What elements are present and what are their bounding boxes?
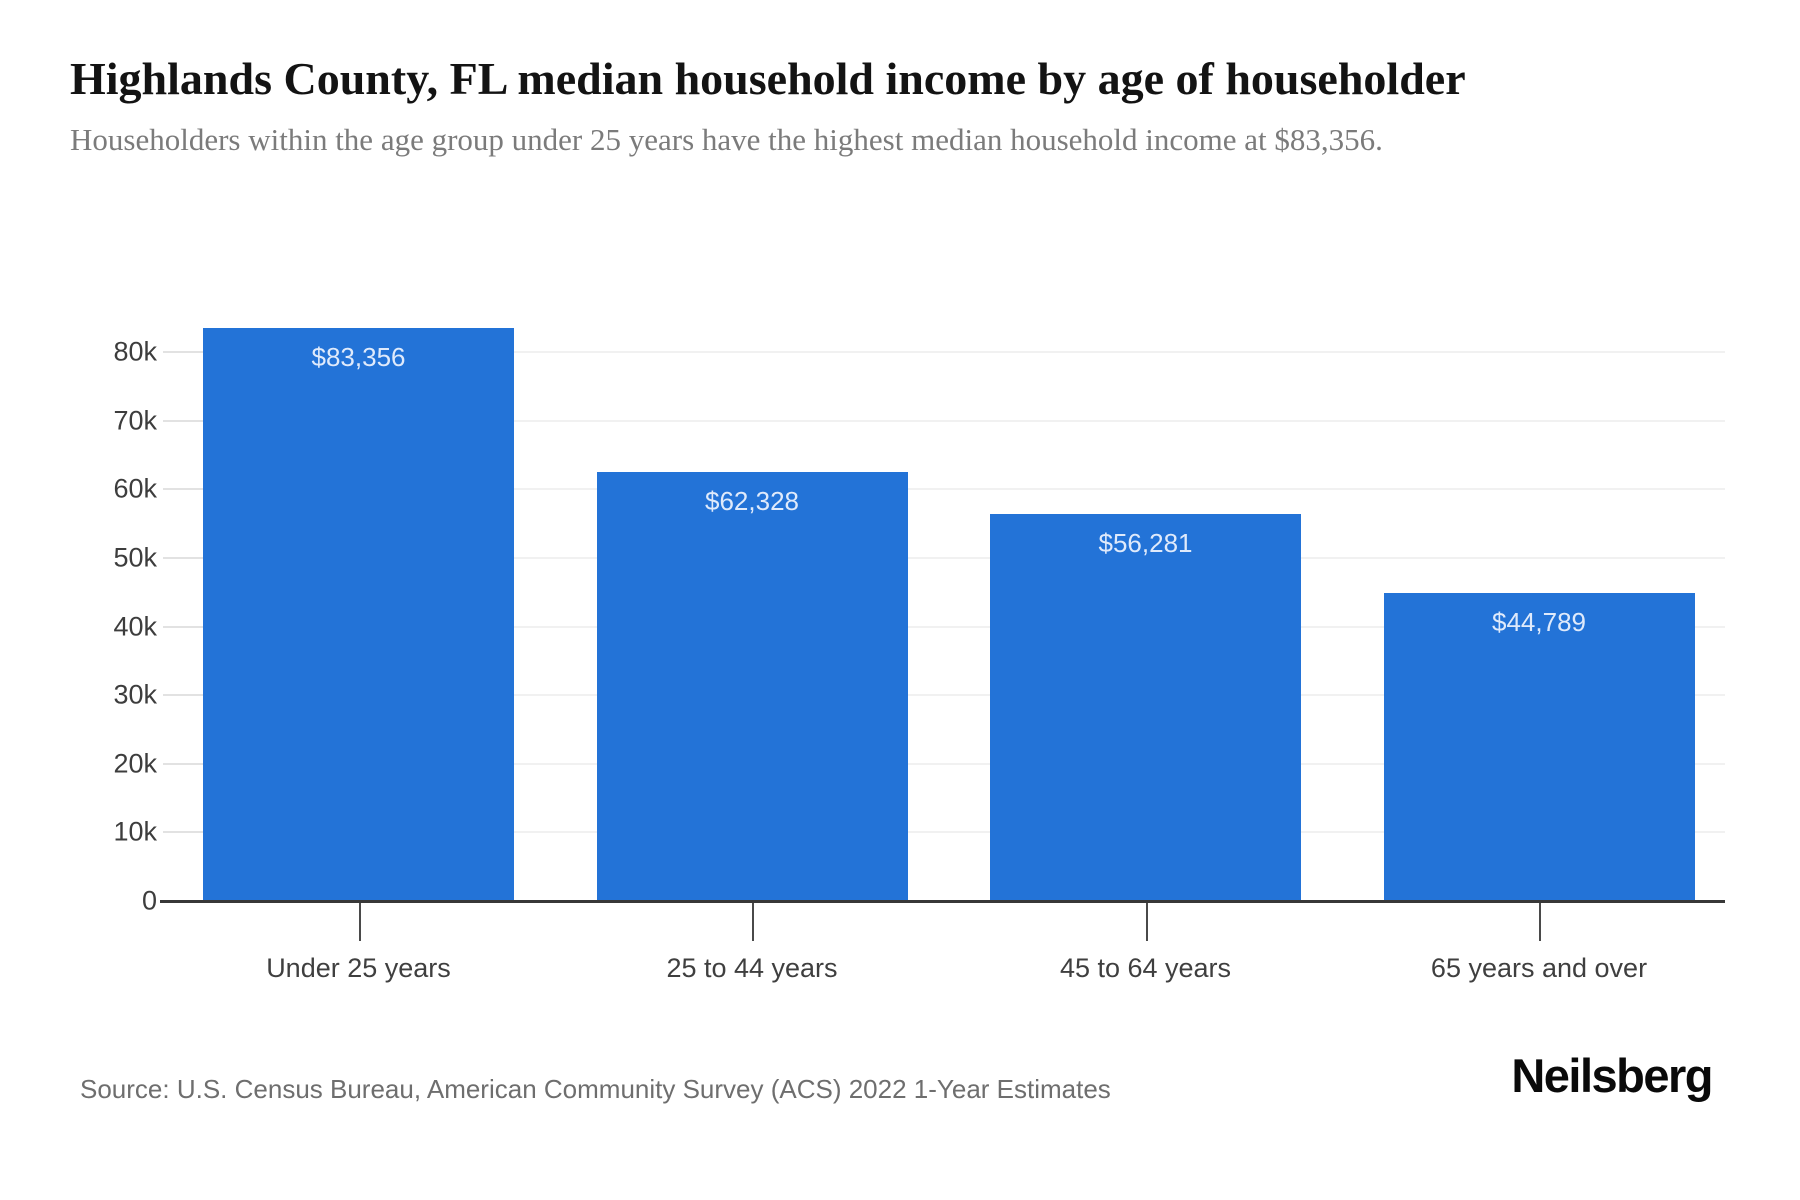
bar: $56,281 xyxy=(990,514,1301,900)
y-axis-tick-label: 40k xyxy=(113,611,157,642)
bar-value-label: $44,789 xyxy=(1492,607,1586,637)
gridline xyxy=(163,694,1725,697)
y-axis-tick-label: 30k xyxy=(113,679,157,710)
y-axis-tick-label: 80k xyxy=(113,336,157,367)
gridline xyxy=(163,557,1725,559)
gridline xyxy=(163,762,1725,765)
axis-tick-stub xyxy=(163,694,203,697)
x-axis-tick xyxy=(1145,903,1148,941)
bar: $44,789 xyxy=(1383,593,1695,900)
x-axis-tick xyxy=(358,903,361,941)
gridline xyxy=(163,831,1725,834)
axis-tick-stub xyxy=(163,351,203,354)
axis-tick-stub xyxy=(163,557,203,559)
axis-tick-stub xyxy=(163,625,203,628)
chart-title: Highlands County, FL median household in… xyxy=(70,53,1466,104)
bar-value-label: $62,328 xyxy=(705,486,799,516)
gridline xyxy=(163,625,1725,628)
y-axis-tick-label: 60k xyxy=(113,473,157,504)
x-axis-category-label: 25 to 44 years xyxy=(666,953,838,983)
x-axis-tick xyxy=(1539,903,1541,941)
bar-value-label: $83,356 xyxy=(311,342,406,372)
x-axis-category-label: 45 to 64 years xyxy=(1059,953,1232,983)
axis-tick-stub xyxy=(163,762,203,765)
axis-tick-stub xyxy=(163,419,203,422)
bar: $83,356 xyxy=(203,328,514,900)
y-axis-tick-label: 0 xyxy=(141,885,157,916)
y-axis-tick-label: 50k xyxy=(113,542,157,573)
chart-subtitle: Householders within the age group under … xyxy=(70,122,1383,157)
source-attribution: Source: U.S. Census Bureau, American Com… xyxy=(80,1074,1111,1104)
y-axis-tick-label: 20k xyxy=(113,748,157,779)
gridline xyxy=(163,419,1725,422)
y-axis-tick-label: 70k xyxy=(113,405,157,436)
x-axis-line xyxy=(160,900,1725,903)
x-axis-category-label: Under 25 years xyxy=(266,953,451,983)
x-axis-category-label: 65 years and over xyxy=(1430,953,1648,983)
gridline xyxy=(163,488,1725,491)
axis-tick-stub xyxy=(163,488,203,491)
neilsberg-logo: Neilsberg xyxy=(1511,1049,1713,1102)
axis-tick-stub xyxy=(163,831,203,834)
x-axis-tick xyxy=(752,903,754,941)
bar: $62,328 xyxy=(596,472,908,900)
y-axis-tick-label: 10k xyxy=(113,816,157,847)
gridline xyxy=(163,351,1725,354)
bar-value-label: $56,281 xyxy=(1098,528,1193,558)
